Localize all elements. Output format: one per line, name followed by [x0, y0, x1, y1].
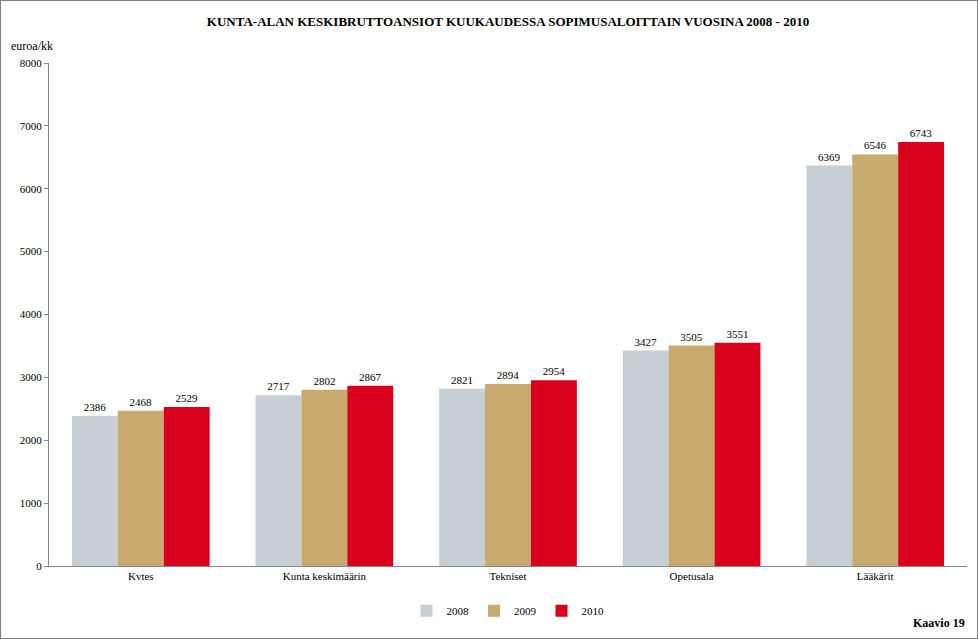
- svg-text:KUNTA-ALAN KESKIBRUTTOANSIOT K: KUNTA-ALAN KESKIBRUTTOANSIOT KUUKAUDESSA…: [207, 14, 809, 29]
- svg-text:2468: 2468: [130, 396, 153, 408]
- svg-text:2717: 2717: [267, 380, 290, 392]
- svg-text:2821: 2821: [451, 374, 473, 386]
- svg-text:Kaavio 19: Kaavio 19: [913, 616, 965, 630]
- svg-text:4000: 4000: [20, 308, 43, 320]
- svg-text:2802: 2802: [313, 375, 335, 387]
- svg-text:Tekniset: Tekniset: [489, 570, 526, 582]
- svg-text:6546: 6546: [864, 139, 887, 151]
- svg-text:2529: 2529: [175, 392, 198, 404]
- svg-text:8000: 8000: [20, 57, 43, 69]
- svg-text:Kvtes: Kvtes: [128, 570, 154, 582]
- svg-text:euroa/kk: euroa/kk: [11, 39, 53, 53]
- svg-text:2009: 2009: [514, 605, 537, 617]
- svg-text:3505: 3505: [680, 331, 703, 343]
- svg-text:1000: 1000: [20, 497, 43, 509]
- svg-text:3427: 3427: [634, 336, 657, 348]
- svg-text:Opetusala: Opetusala: [670, 570, 714, 582]
- svg-text:3000: 3000: [20, 371, 43, 383]
- svg-text:2867: 2867: [359, 371, 382, 383]
- svg-text:7000: 7000: [20, 120, 43, 132]
- svg-text:2008: 2008: [447, 605, 470, 617]
- svg-text:2010: 2010: [582, 605, 605, 617]
- svg-text:2894: 2894: [497, 369, 520, 381]
- svg-text:5000: 5000: [20, 245, 43, 257]
- svg-text:3551: 3551: [727, 328, 749, 340]
- svg-text:2954: 2954: [543, 365, 566, 377]
- svg-text:Kunta keskimäärin: Kunta keskimäärin: [283, 570, 367, 582]
- svg-text:2386: 2386: [84, 401, 107, 413]
- svg-text:6743: 6743: [910, 127, 933, 139]
- svg-text:6369: 6369: [818, 151, 841, 163]
- svg-text:0: 0: [36, 560, 42, 572]
- svg-text:6000: 6000: [20, 183, 43, 195]
- svg-text:2000: 2000: [20, 434, 43, 446]
- svg-text:Lääkärit: Lääkärit: [857, 570, 894, 582]
